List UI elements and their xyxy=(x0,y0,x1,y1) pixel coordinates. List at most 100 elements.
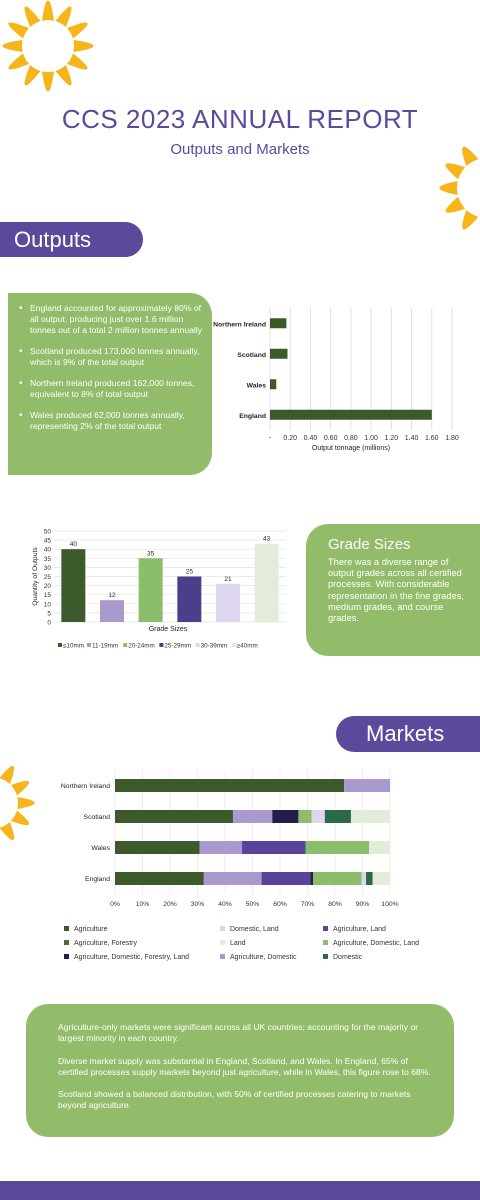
x-tick-label: 0.80 xyxy=(344,435,358,442)
markets-paragraph: Agriculture-only markets were significan… xyxy=(58,1022,419,1044)
grade-sizes-box: Grade Sizes There was a diverse range of… xyxy=(306,524,480,656)
sunflower-decoration-top-left xyxy=(2,0,94,92)
stacked-bar-segment xyxy=(361,872,367,885)
stacked-bar-segment xyxy=(232,810,273,823)
sunflower-left-petal xyxy=(0,821,15,840)
stacked-bar-segment xyxy=(372,872,390,885)
legend-label: 30-39mm xyxy=(201,643,228,650)
y-category-label: England xyxy=(239,413,266,420)
legend-label: ≥40mm xyxy=(237,643,258,650)
legend-label: 25-29mm xyxy=(164,643,191,650)
y-tick-label: 30 xyxy=(44,565,52,572)
markets-heading: Markets xyxy=(336,716,480,752)
stacked-bar-segment xyxy=(344,779,390,792)
legend-label: Agriculture xyxy=(74,926,108,933)
stacked-bar-segment xyxy=(311,810,325,823)
outputs-bullet: England accounted for approximately 80% … xyxy=(18,303,202,336)
x-tick-label: - xyxy=(269,435,272,442)
sunflower-top-left-petal xyxy=(41,71,55,92)
markets-chart: 0% 10% 20% 30% 40% 50% 60% 70% 80% 90% 100% Norther… xyxy=(61,770,419,961)
x-tick-label: 60% xyxy=(273,901,287,908)
stacked-bar-segment xyxy=(203,872,262,885)
x-axis-title: Grade Sizes xyxy=(149,626,188,633)
legend-swatch xyxy=(64,940,69,945)
x-tick-label: 1.20 xyxy=(385,435,399,442)
sunflower-decoration-right xyxy=(439,146,480,230)
bar xyxy=(270,348,288,359)
stacked-bar-segment xyxy=(261,872,311,885)
outputs-bullet: Northern Ireland produced 162,000 tonnes… xyxy=(18,378,202,400)
y-tick-label: 35 xyxy=(44,556,52,563)
legend-label: Agriculture, Land xyxy=(333,926,386,933)
sunflower-top-left-petal xyxy=(73,39,94,53)
legend-label: Agriculture, Domestic, Land xyxy=(333,940,419,947)
outputs-bullet: Wales produced 62,000 tonnes annually, r… xyxy=(18,410,202,432)
x-tick-label: 80% xyxy=(328,901,342,908)
y-tick-label: 5 xyxy=(47,610,51,617)
stacked-bar-segment xyxy=(115,841,200,854)
page-title: CCS 2023 ANNUAL REPORT xyxy=(61,104,419,134)
legend-label: 20-24mm xyxy=(128,643,155,650)
data-label: 25 xyxy=(186,569,194,576)
legend-swatch xyxy=(87,643,91,647)
sunflower-top-left-petal xyxy=(24,6,41,28)
legend-label: Agriculture, Domestic xyxy=(230,954,297,961)
x-tick-label: 100% xyxy=(381,901,398,908)
stacked-bar-segment xyxy=(242,841,306,854)
y-category-label: Wales xyxy=(247,382,267,389)
x-tick-label: 0.20 xyxy=(283,435,297,442)
sunflower-decoration-left xyxy=(0,766,35,840)
y-tick-label: 25 xyxy=(44,574,52,581)
sunflower-top-left-petal xyxy=(24,64,41,86)
bar xyxy=(254,543,279,622)
y-tick-label: 0 xyxy=(47,620,51,627)
legend-swatch xyxy=(64,954,69,959)
sunflower-right-center xyxy=(457,158,480,218)
x-tick-label: 70% xyxy=(301,901,315,908)
y-category-label: England xyxy=(85,876,110,883)
sunflower-top-left-petal xyxy=(8,22,30,39)
data-label: 40 xyxy=(70,541,78,548)
sunflower-top-left-petal xyxy=(41,0,55,21)
output-tonnage-chart: - 0.20 0.40 0.60 0.80 1.00 1.20 1.40 1.60 1.80 Nor… xyxy=(213,308,459,452)
legend-label: Agriculture, Domestic, Forestry, Land xyxy=(74,954,189,961)
data-label: 21 xyxy=(224,576,232,583)
grade-sizes-chart: 0 5 10 15 20 25 30 35 40 45 50 Quantity of Outputs 4… xyxy=(32,529,286,650)
data-label: 35 xyxy=(147,550,155,557)
sunflower-top-left-petal xyxy=(55,6,72,28)
x-tick-label: 50% xyxy=(246,901,260,908)
y-category-label: Scotland xyxy=(237,352,266,359)
y-category-label: Northern Ireland xyxy=(61,783,110,790)
x-tick-label: 90% xyxy=(356,901,370,908)
bar xyxy=(270,318,287,329)
legend-swatch xyxy=(159,643,164,647)
x-tick-label: 1.80 xyxy=(445,435,459,442)
stacked-bar-segment xyxy=(366,872,373,885)
outputs-summary-box: England accounted for approximately 80% … xyxy=(8,293,212,475)
x-tick-label: 30% xyxy=(191,901,205,908)
stacked-bar-segment xyxy=(324,810,351,823)
bar xyxy=(270,379,277,390)
outputs-bullet: Scotland produced 173,000 tonnes annuall… xyxy=(18,346,202,368)
legend-swatch xyxy=(58,643,62,647)
legend-label: Land xyxy=(230,940,246,947)
x-tick-label: 10% xyxy=(136,901,150,908)
stacked-bar-segment xyxy=(115,779,345,792)
legend-swatch xyxy=(323,940,328,945)
y-tick-label: 15 xyxy=(44,592,52,599)
legend-swatch xyxy=(64,926,69,931)
x-tick-label: 20% xyxy=(163,901,177,908)
sunflower-left-petal xyxy=(17,796,35,810)
footer-bar xyxy=(0,1181,480,1200)
stacked-bar-segment xyxy=(313,872,362,885)
y-tick-label: 40 xyxy=(44,547,52,554)
legend-swatch xyxy=(220,954,225,959)
data-label: 43 xyxy=(263,536,271,543)
x-tick-label: 1.60 xyxy=(425,435,439,442)
data-label: 12 xyxy=(108,592,116,599)
legend-swatch xyxy=(123,643,128,647)
legend-swatch xyxy=(195,643,200,647)
sunflower-top-left-petal xyxy=(66,53,88,70)
bar xyxy=(138,558,163,622)
stacked-bar-segment xyxy=(369,841,390,854)
